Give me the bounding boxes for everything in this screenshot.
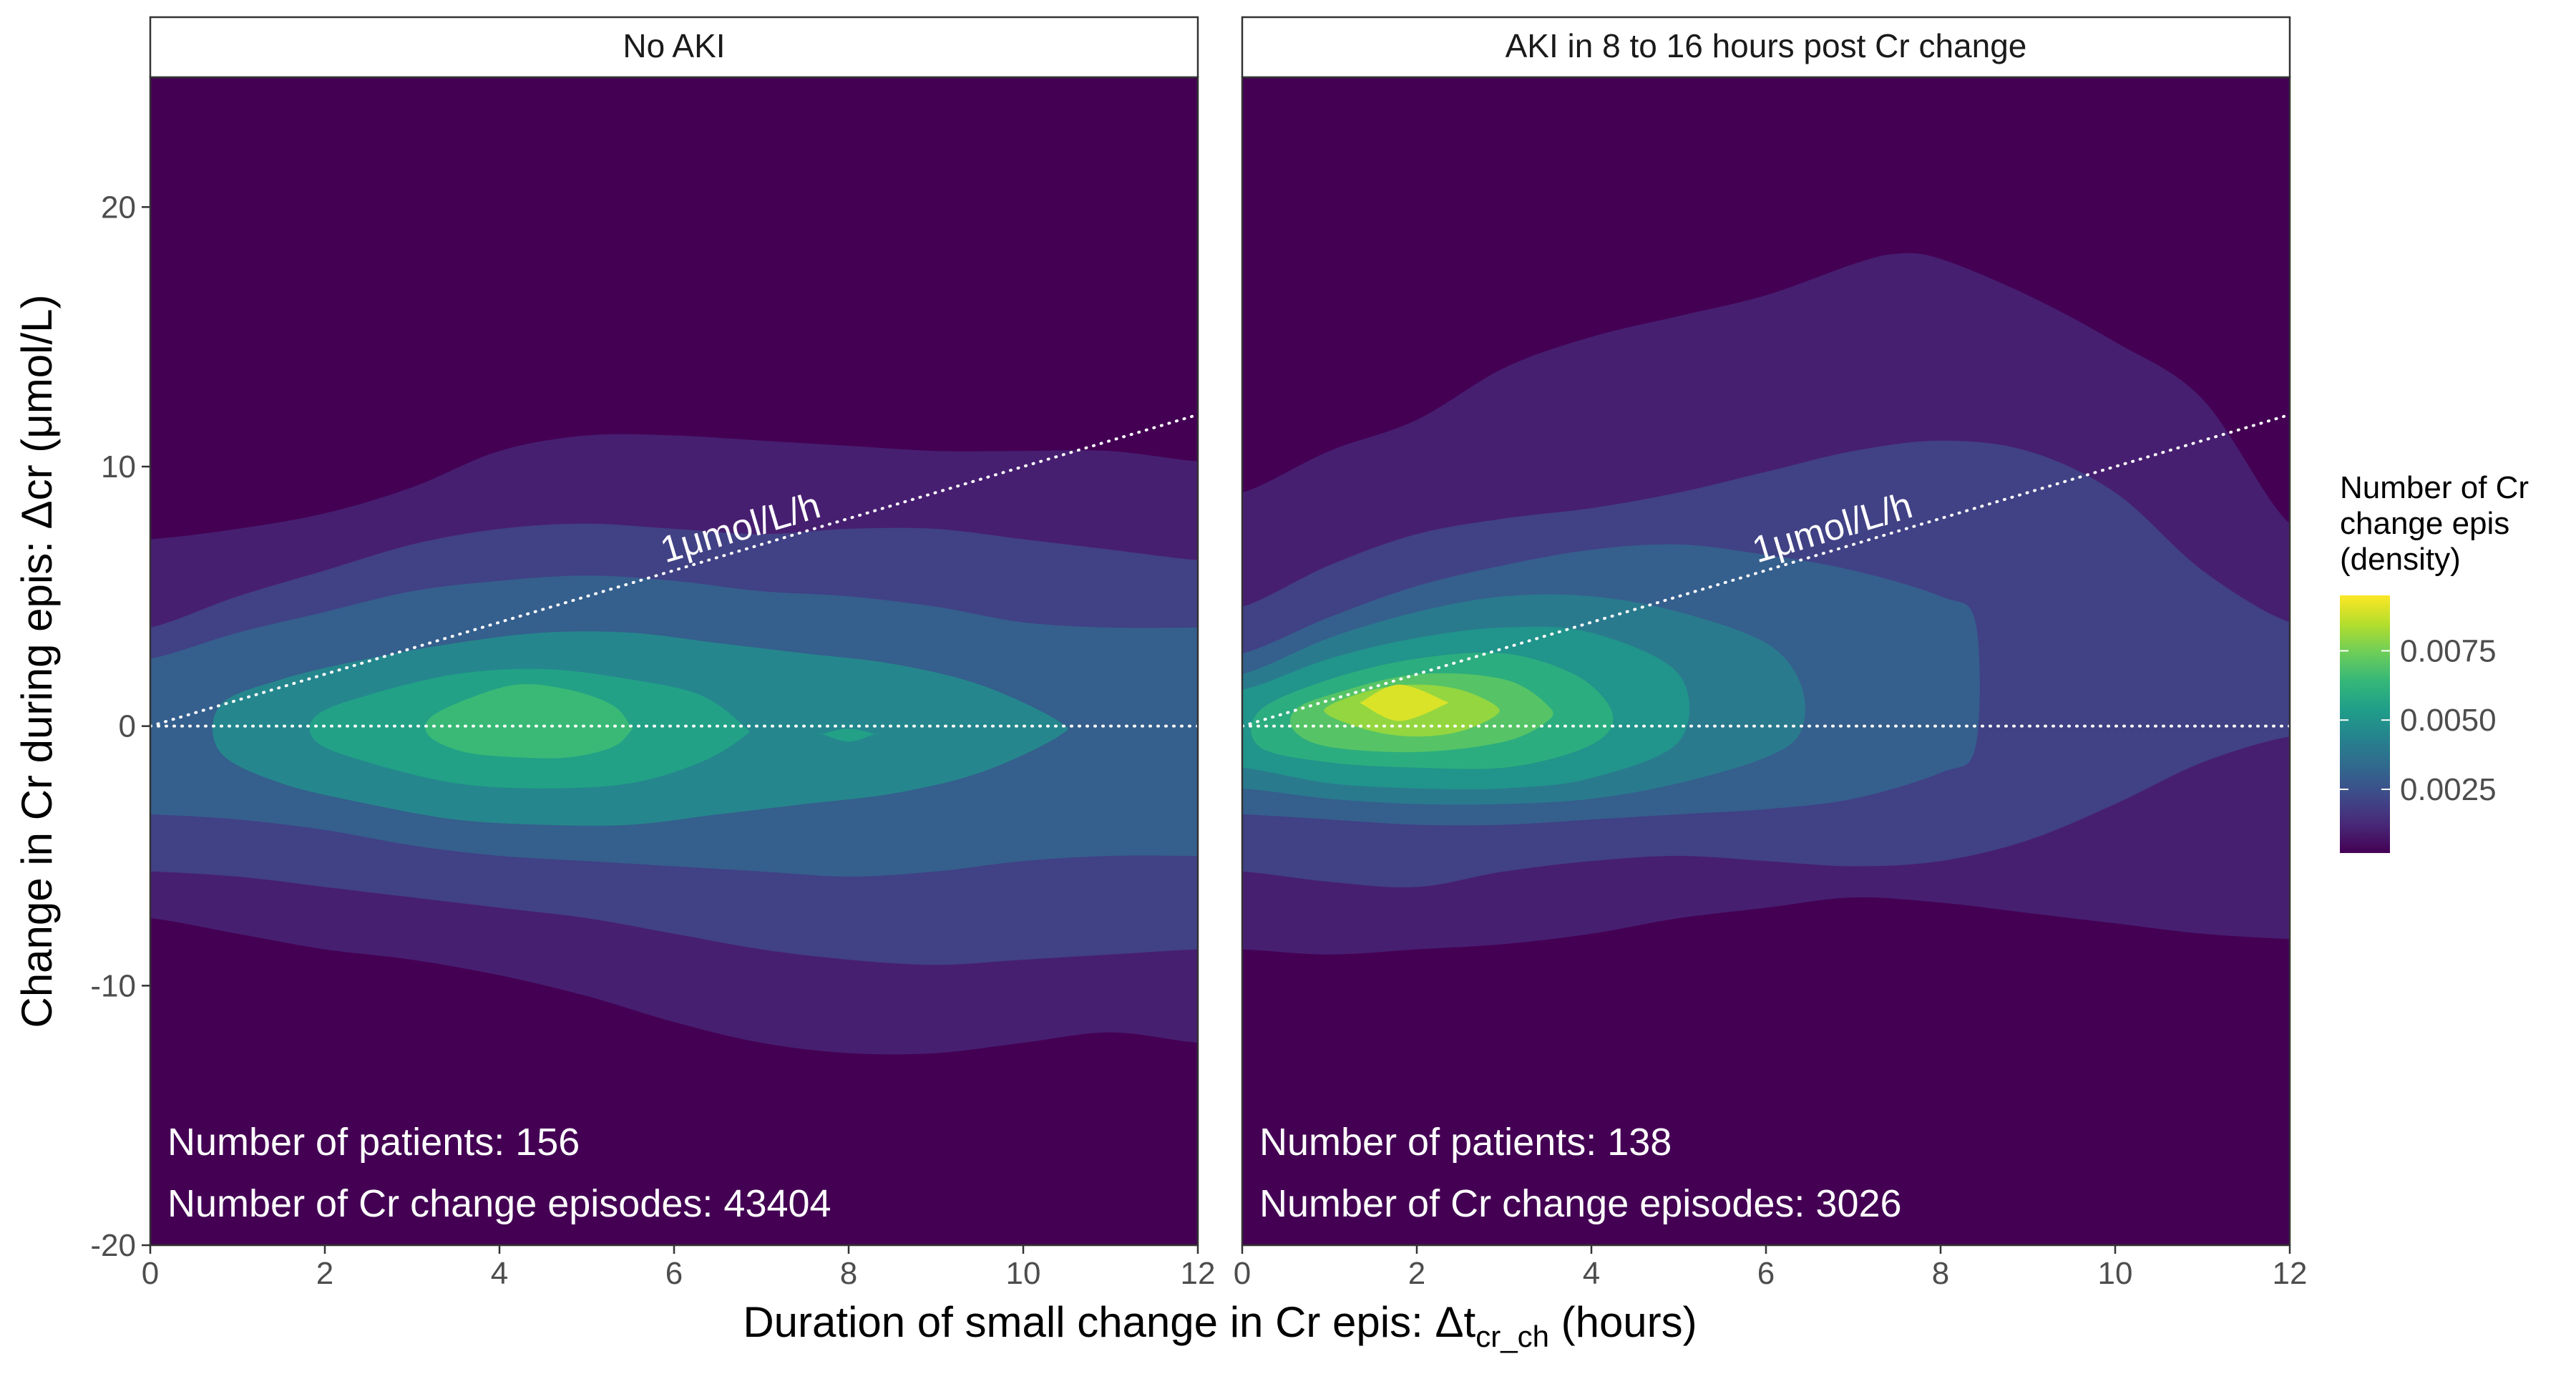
y-axis-title: Change in Cr during epis: Δcr (μmol/L) (13, 294, 61, 1028)
x-axis-title-subscript: cr_ch (1475, 1320, 1549, 1353)
density-contour-band (425, 683, 633, 759)
facet-aki: AKI in 8 to 16 hours post Cr change 1μmo… (1234, 16, 2308, 1291)
episodes-count-annotation: Number of Cr change episodes: 43404 (167, 1182, 831, 1225)
legend-title-line-2: change epis (2340, 506, 2509, 541)
x-tick-label: 0 (1234, 1256, 1251, 1291)
x-tick-label: 8 (840, 1256, 857, 1291)
x-tick-label: 0 (142, 1256, 159, 1291)
legend-ticks: 0.0025 0.0050 0.0075 (2340, 633, 2497, 807)
x-tick-label: 6 (1757, 1256, 1775, 1291)
x-tick-label: 10 (1006, 1256, 1041, 1291)
y-tick-label: 10 (101, 449, 136, 484)
x-tick-label: 4 (491, 1256, 508, 1291)
patients-count-annotation: Number of patients: 138 (1259, 1121, 1672, 1164)
reference-lines (1242, 413, 2290, 728)
x-axis-title: Duration of small change in Cr epis: Δtc… (743, 1298, 1697, 1353)
x-tick-label: 6 (665, 1256, 683, 1291)
patients-count-annotation: Number of patients: 156 (167, 1121, 580, 1164)
x-axis-title-main: Duration of small change in Cr epis: Δt (743, 1298, 1475, 1346)
legend-title-line-1: Number of Cr (2340, 470, 2529, 505)
facet-strip-label: No AKI (623, 27, 725, 64)
y-tick-label: 20 (101, 190, 136, 225)
density-contours (1242, 253, 2290, 955)
y-tick-label: 0 (119, 709, 136, 744)
x-axis-ticks: 0 2 4 6 8 10 12 (142, 1245, 1216, 1291)
x-tick-label: 2 (316, 1256, 333, 1291)
legend-tick-label: 0.0075 (2400, 633, 2497, 668)
x-tick-label: 4 (1583, 1256, 1600, 1291)
slope-reference-line (1242, 413, 2290, 728)
x-tick-label: 10 (2098, 1256, 2133, 1291)
x-axis-title-tail: (hours) (1549, 1298, 1697, 1346)
episodes-count-annotation: Number of Cr change episodes: 3026 (1259, 1182, 1902, 1225)
x-tick-label: 2 (1408, 1256, 1425, 1291)
density-contours (150, 434, 1198, 1055)
legend: Number of Cr change epis (density) 0.002… (2340, 470, 2529, 853)
density-contour-band (1360, 684, 1449, 721)
y-tick-label: -10 (90, 968, 136, 1003)
legend-colorbar (2340, 595, 2390, 853)
y-axis-ticks: -20 -10 0 10 20 (90, 190, 150, 1263)
slope-reference-line (150, 413, 1198, 728)
reference-lines (150, 413, 1198, 728)
legend-title-line-3: (density) (2340, 542, 2461, 577)
facet-strip (1241, 16, 2291, 79)
facet-strip (149, 16, 1199, 79)
facet-no-aki: No AKI 1μmol/L/h Number of patients: 156… (142, 16, 1216, 1291)
x-tick-label: 12 (2273, 1256, 2308, 1291)
x-axis-ticks: 0 2 4 6 8 10 12 (1234, 1245, 2308, 1291)
facet-strip-label: AKI in 8 to 16 hours post Cr change (1506, 27, 2027, 64)
x-tick-label: 12 (1181, 1256, 1216, 1291)
y-tick-label: -20 (90, 1228, 136, 1263)
legend-tick-label: 0.0025 (2400, 772, 2497, 807)
legend-tick-label: 0.0050 (2400, 703, 2497, 738)
x-tick-label: 8 (1932, 1256, 1949, 1291)
density-contour-band (819, 729, 879, 742)
